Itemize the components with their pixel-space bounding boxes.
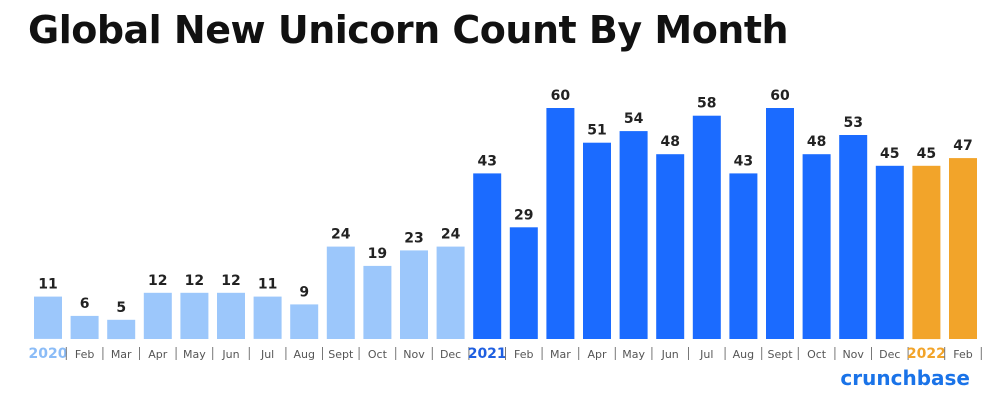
data-label-1: 6 bbox=[80, 296, 90, 312]
data-label-6: 11 bbox=[258, 277, 277, 293]
bar-14 bbox=[546, 108, 575, 339]
category-label-24: 2022 bbox=[907, 346, 946, 362]
data-label-23: 45 bbox=[880, 146, 899, 162]
data-label-10: 23 bbox=[404, 230, 423, 246]
data-label-4: 12 bbox=[185, 273, 204, 289]
bar-13 bbox=[509, 227, 538, 339]
bar-11 bbox=[436, 246, 465, 339]
category-label-21: Oct bbox=[807, 348, 827, 361]
data-label-25: 47 bbox=[953, 138, 972, 154]
category-label-2: Mar bbox=[111, 348, 132, 361]
category-label-22: Nov bbox=[842, 348, 864, 361]
bar-24 bbox=[912, 165, 941, 340]
data-label-18: 58 bbox=[697, 96, 716, 112]
bar-25 bbox=[949, 158, 977, 339]
bar-8 bbox=[326, 246, 355, 339]
crunchbase-logo: crunchbase bbox=[840, 366, 970, 390]
data-label-5: 12 bbox=[221, 273, 240, 289]
category-label-1: Feb bbox=[75, 348, 94, 361]
bar-19 bbox=[729, 173, 758, 339]
bar-1 bbox=[70, 315, 99, 339]
bar-12 bbox=[473, 173, 502, 339]
bar-15 bbox=[583, 142, 611, 339]
data-label-7: 9 bbox=[299, 284, 309, 300]
data-label-17: 48 bbox=[660, 134, 679, 150]
data-label-12: 43 bbox=[477, 153, 496, 169]
data-label-16: 54 bbox=[624, 111, 644, 127]
data-label-24: 45 bbox=[917, 146, 936, 162]
bar-10 bbox=[400, 250, 428, 339]
chart-title: Global New Unicorn Count By Month bbox=[28, 8, 789, 52]
category-label-17: Jun bbox=[661, 348, 679, 361]
data-label-22: 53 bbox=[843, 115, 862, 131]
category-label-13: Feb bbox=[514, 348, 533, 361]
category-label-8: Sept bbox=[328, 348, 354, 361]
category-label-25: Feb bbox=[953, 348, 972, 361]
category-label-20: Sept bbox=[767, 348, 793, 361]
category-label-9: Oct bbox=[368, 348, 388, 361]
data-label-19: 43 bbox=[734, 153, 753, 169]
bar-17 bbox=[656, 154, 685, 339]
data-label-13: 29 bbox=[514, 207, 533, 223]
bar-23 bbox=[875, 165, 904, 340]
category-label-11: Dec bbox=[440, 348, 461, 361]
bar-7 bbox=[290, 304, 319, 339]
data-label-2: 5 bbox=[116, 300, 126, 316]
bar-22 bbox=[839, 135, 868, 339]
category-label-5: Jun bbox=[221, 348, 239, 361]
data-label-9: 19 bbox=[368, 246, 387, 262]
category-label-6: Jul bbox=[260, 348, 274, 361]
category-label-14: Mar bbox=[550, 348, 571, 361]
category-label-18: Jul bbox=[699, 348, 713, 361]
category-label-15: Apr bbox=[587, 348, 607, 361]
bar-18 bbox=[692, 115, 721, 339]
category-label-23: Dec bbox=[879, 348, 900, 361]
data-label-15: 51 bbox=[587, 123, 606, 139]
bar-21 bbox=[802, 154, 831, 339]
data-label-21: 48 bbox=[807, 134, 826, 150]
data-label-0: 11 bbox=[38, 277, 57, 293]
category-label-4: May bbox=[183, 348, 206, 361]
bar-5 bbox=[217, 292, 245, 339]
category-label-19: Aug bbox=[733, 348, 754, 361]
category-label-3: Apr bbox=[148, 348, 168, 361]
data-label-11: 24 bbox=[441, 227, 461, 243]
category-label-10: Nov bbox=[403, 348, 425, 361]
data-label-3: 12 bbox=[148, 273, 167, 289]
data-label-20: 60 bbox=[770, 88, 790, 104]
data-label-14: 60 bbox=[551, 88, 571, 104]
data-label-8: 24 bbox=[331, 227, 351, 243]
bar-2 bbox=[107, 319, 136, 340]
category-label-16: May bbox=[622, 348, 645, 361]
bar-3 bbox=[143, 292, 172, 339]
category-label-7: Aug bbox=[293, 348, 314, 361]
bar-0 bbox=[34, 296, 62, 339]
bar-9 bbox=[363, 265, 392, 339]
bar-20 bbox=[766, 108, 794, 339]
category-label-0: 2020 bbox=[29, 346, 68, 362]
bar-4 bbox=[180, 292, 209, 339]
bar-16 bbox=[619, 131, 648, 339]
category-label-12: 2021 bbox=[468, 346, 507, 362]
bar-6 bbox=[253, 296, 282, 339]
